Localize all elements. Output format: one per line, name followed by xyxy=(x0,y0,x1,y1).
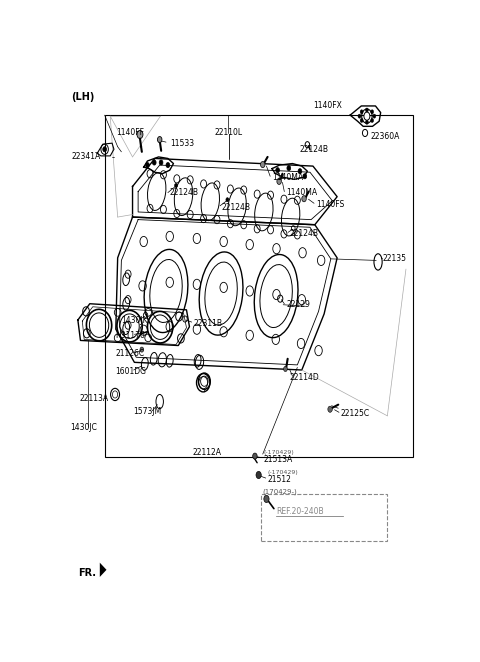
Text: 22113A: 22113A xyxy=(79,393,108,402)
Text: 1140MA: 1140MA xyxy=(272,173,303,182)
Text: 22124B: 22124B xyxy=(222,203,251,213)
Circle shape xyxy=(226,198,229,202)
Text: 21126C: 21126C xyxy=(115,349,144,358)
Text: 22129: 22129 xyxy=(286,301,310,309)
Circle shape xyxy=(261,162,265,167)
Text: 22360A: 22360A xyxy=(371,132,400,141)
Circle shape xyxy=(302,196,306,202)
Text: 22114D: 22114D xyxy=(290,373,320,382)
Text: (-170429): (-170429) xyxy=(267,471,299,475)
Circle shape xyxy=(365,108,368,112)
Circle shape xyxy=(360,118,363,122)
Circle shape xyxy=(157,136,162,142)
Text: (-170429): (-170429) xyxy=(264,450,295,455)
Circle shape xyxy=(364,112,370,120)
Text: 1430JK: 1430JK xyxy=(121,316,148,324)
Circle shape xyxy=(137,130,143,138)
Circle shape xyxy=(360,110,363,114)
Circle shape xyxy=(365,120,368,124)
Circle shape xyxy=(103,147,107,152)
Text: 22124B: 22124B xyxy=(300,145,329,154)
Circle shape xyxy=(328,406,332,412)
Bar xyxy=(261,494,387,541)
Text: 22112A: 22112A xyxy=(192,448,221,457)
Circle shape xyxy=(277,178,281,185)
Circle shape xyxy=(264,495,269,502)
Text: 22124B: 22124B xyxy=(290,229,319,238)
Circle shape xyxy=(358,114,361,118)
Circle shape xyxy=(252,453,257,459)
Text: 1140FS: 1140FS xyxy=(316,200,344,209)
Text: 1140MA: 1140MA xyxy=(286,188,317,197)
Circle shape xyxy=(159,160,163,165)
Text: 22125C: 22125C xyxy=(341,409,370,418)
Text: (170429-): (170429-) xyxy=(263,488,298,495)
Circle shape xyxy=(145,163,149,167)
Circle shape xyxy=(256,471,261,479)
Text: 22110L: 22110L xyxy=(215,128,242,138)
Text: FR.: FR. xyxy=(78,568,96,578)
Text: 1140FX: 1140FX xyxy=(313,101,342,111)
Text: (LH): (LH) xyxy=(71,92,95,103)
Text: 22124B: 22124B xyxy=(170,188,199,197)
Text: 22311B: 22311B xyxy=(194,318,223,328)
Circle shape xyxy=(303,173,307,179)
Text: 11533: 11533 xyxy=(170,138,194,148)
Text: 22135: 22135 xyxy=(383,254,407,263)
Text: 1430JC: 1430JC xyxy=(71,422,97,432)
Bar xyxy=(105,115,413,457)
FancyArrow shape xyxy=(84,563,107,577)
Circle shape xyxy=(175,183,178,187)
Circle shape xyxy=(371,110,373,114)
Circle shape xyxy=(287,166,290,171)
Text: 22341A: 22341A xyxy=(71,152,100,162)
Circle shape xyxy=(166,163,170,167)
Text: H31176: H31176 xyxy=(115,331,145,340)
Circle shape xyxy=(298,169,302,173)
Text: 21512: 21512 xyxy=(267,475,291,484)
Text: 1601DG: 1601DG xyxy=(115,367,146,375)
Circle shape xyxy=(276,167,279,173)
Circle shape xyxy=(371,118,373,122)
Circle shape xyxy=(284,367,288,371)
Circle shape xyxy=(140,347,144,352)
Text: REF.20-240B: REF.20-240B xyxy=(276,507,324,516)
Text: 1140FF: 1140FF xyxy=(116,128,144,138)
Circle shape xyxy=(152,160,156,165)
Circle shape xyxy=(373,114,376,118)
Text: 1573JM: 1573JM xyxy=(133,407,162,416)
Text: 21513A: 21513A xyxy=(264,455,293,463)
